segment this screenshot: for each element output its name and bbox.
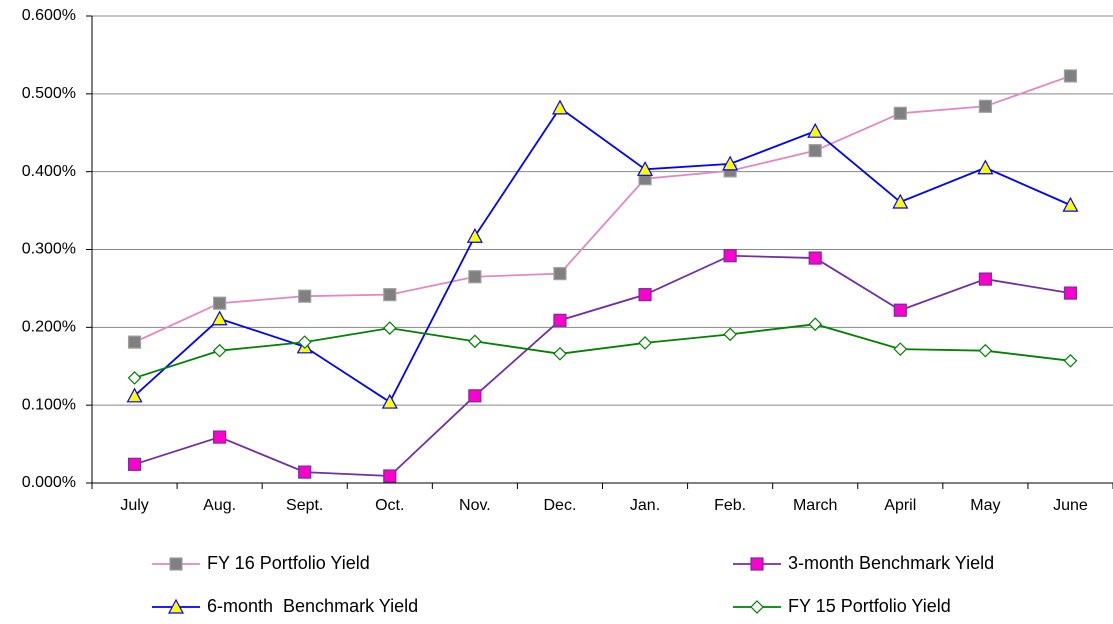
series-line <box>134 75 1071 343</box>
y-tick-label: 0.400% <box>22 163 76 180</box>
x-tick-label: Oct. <box>375 497 404 514</box>
y-tick-label: 0.500% <box>22 85 76 102</box>
y-tick-label: 0.300% <box>22 241 76 258</box>
marker <box>892 193 909 209</box>
marker <box>1063 353 1078 368</box>
marker <box>551 99 568 115</box>
marker <box>978 99 992 113</box>
marker <box>127 371 142 385</box>
series-line <box>134 254 1071 477</box>
marker <box>126 387 143 403</box>
marker <box>553 313 567 327</box>
legend: FY 16 Portfolio Yield 3-month Benchmark Y… <box>152 553 994 616</box>
marker <box>638 288 652 302</box>
x-tick-label: Aug. <box>203 497 236 514</box>
marker <box>807 122 824 138</box>
marker <box>213 430 227 444</box>
x-tick-label: Sept. <box>286 497 323 514</box>
marker <box>808 144 822 158</box>
y-tick-label: 0.200% <box>22 319 76 336</box>
x-tick-label: March <box>793 497 837 514</box>
x-tick-label: July <box>120 497 148 514</box>
marker <box>212 343 227 358</box>
marker <box>978 343 993 358</box>
marker <box>213 296 227 310</box>
marker <box>1062 196 1079 212</box>
x-tick-label: April <box>884 497 916 514</box>
x-tick-label: Feb. <box>714 497 746 514</box>
marker <box>167 598 185 614</box>
marker <box>723 249 737 263</box>
marker <box>382 321 397 335</box>
y-tick-label: 0.000% <box>22 474 76 491</box>
marker <box>1063 69 1078 83</box>
marker <box>127 335 142 349</box>
marker <box>466 228 483 243</box>
marker <box>978 272 992 286</box>
legend-label: FY 15 Portfolio Yield <box>788 596 951 616</box>
marker <box>808 251 822 265</box>
marker <box>893 106 907 120</box>
x-tick-label: June <box>1053 497 1088 514</box>
marker <box>298 465 312 479</box>
x-tick-label: Dec. <box>544 497 577 514</box>
legend-label: FY 16 Portfolio Yield <box>207 553 370 573</box>
marker <box>381 393 398 409</box>
x-tick-label: May <box>970 497 1000 514</box>
legend-label: 3-month Benchmark Yield <box>788 553 994 573</box>
marker <box>977 159 994 175</box>
marker <box>298 289 312 303</box>
series-line <box>134 323 1071 379</box>
marker <box>169 557 183 571</box>
marker <box>297 335 312 349</box>
marker <box>211 310 228 326</box>
marker <box>750 600 764 614</box>
marker <box>750 557 764 571</box>
marker <box>383 469 397 483</box>
marker <box>1063 286 1078 300</box>
marker <box>722 155 739 171</box>
marker <box>723 327 737 342</box>
marker <box>553 346 567 361</box>
marker <box>383 288 397 302</box>
x-tick-label: Jan. <box>630 497 660 514</box>
marker <box>468 270 482 284</box>
marker <box>637 161 654 176</box>
legend-label: 6-month Benchmark Yield <box>207 596 418 616</box>
marker <box>638 336 652 350</box>
y-tick-label: 0.600% <box>22 7 76 24</box>
marker <box>468 389 482 403</box>
marker <box>893 342 908 356</box>
marker <box>808 317 823 332</box>
series-line <box>133 106 1071 404</box>
marker <box>553 267 567 281</box>
y-tick-label: 0.100% <box>22 396 76 413</box>
marker <box>127 457 142 471</box>
marker <box>468 334 482 349</box>
x-tick-label: Nov. <box>459 497 491 514</box>
marker <box>893 303 907 317</box>
